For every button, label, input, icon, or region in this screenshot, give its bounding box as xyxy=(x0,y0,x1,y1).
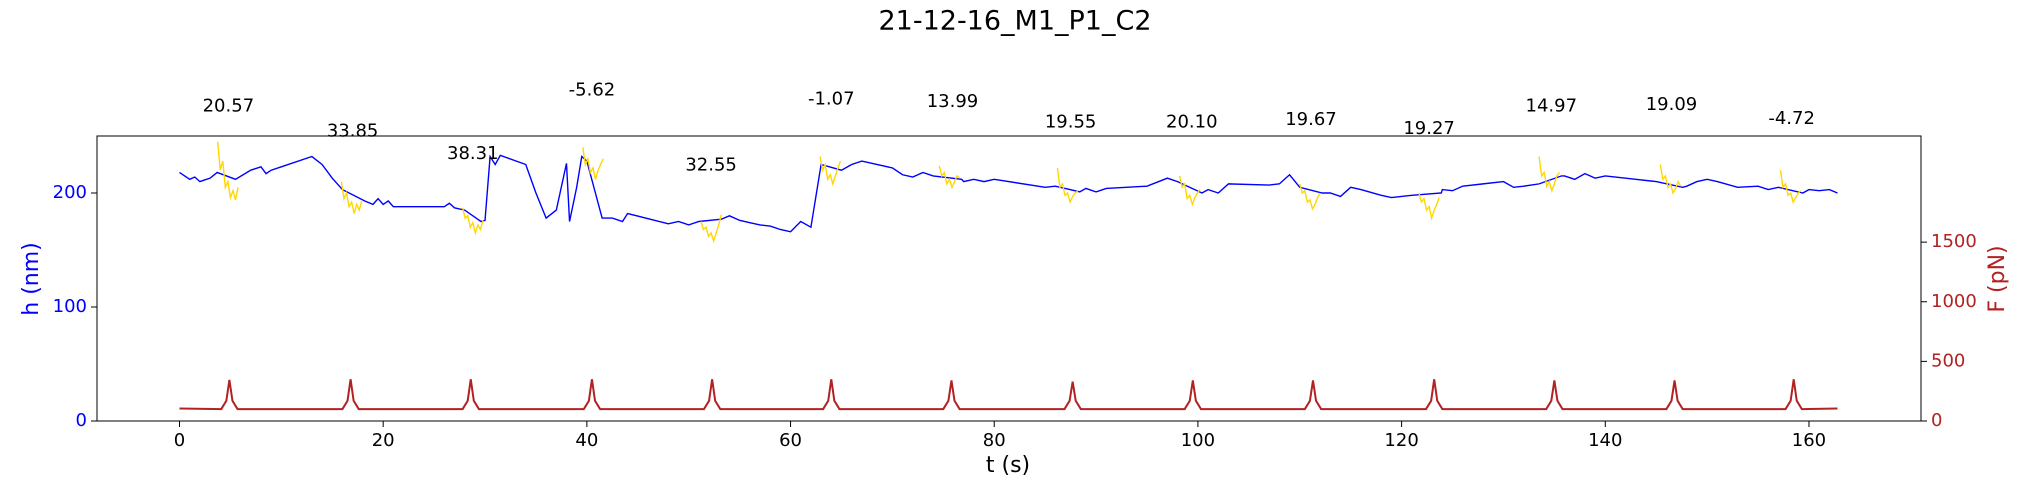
data-line xyxy=(179,379,1838,411)
annotation: -4.72 xyxy=(1768,108,1815,129)
annotation: 20.10 xyxy=(1166,111,1218,132)
annotation: 20.57 xyxy=(203,95,255,116)
x-tick-label: 160 xyxy=(1792,430,1826,451)
data-line xyxy=(216,141,1802,244)
y2-tick-label: 500 xyxy=(1931,350,1965,371)
annotation: 33.85 xyxy=(327,120,379,141)
x-tick-label: 20 xyxy=(372,430,395,451)
y-axis-label: h (nm) xyxy=(19,242,44,315)
y2-axis-label: F (pN) xyxy=(1985,245,2010,312)
annotation: 19.67 xyxy=(1285,109,1337,130)
x-tick-label: 140 xyxy=(1588,430,1622,451)
y-tick-label: 0 xyxy=(76,410,87,431)
y2-tick-label: 0 xyxy=(1931,410,1942,431)
x-tick-label: 80 xyxy=(983,430,1006,451)
annotation: 13.99 xyxy=(927,91,979,112)
y2-tick-label: 1500 xyxy=(1931,231,1977,252)
y2-tick-label: 1000 xyxy=(1931,291,1977,312)
x-tick-label: 120 xyxy=(1384,430,1418,451)
x-axis-label: t (s) xyxy=(986,453,1030,478)
plot-frame xyxy=(96,135,1922,422)
x-tick-label: 60 xyxy=(779,430,802,451)
annotation: 19.09 xyxy=(1646,94,1698,115)
annotation: 32.55 xyxy=(685,155,737,176)
y-tick-label: 200 xyxy=(53,182,87,203)
annotation: 38.31 xyxy=(447,143,499,164)
annotation: 19.27 xyxy=(1403,118,1455,139)
x-tick-label: 0 xyxy=(174,430,185,451)
y-tick-label: 100 xyxy=(53,296,87,317)
annotation: -1.07 xyxy=(808,89,855,110)
x-tick-label: 40 xyxy=(575,430,598,451)
chart-title: 21-12-16_M1_P1_C2 xyxy=(878,6,1151,37)
annotation: 14.97 xyxy=(1526,95,1578,116)
annotation: 19.55 xyxy=(1045,111,1097,132)
data-line xyxy=(179,154,1838,233)
x-tick-label: 100 xyxy=(1181,430,1215,451)
annotation: -5.62 xyxy=(569,79,616,100)
